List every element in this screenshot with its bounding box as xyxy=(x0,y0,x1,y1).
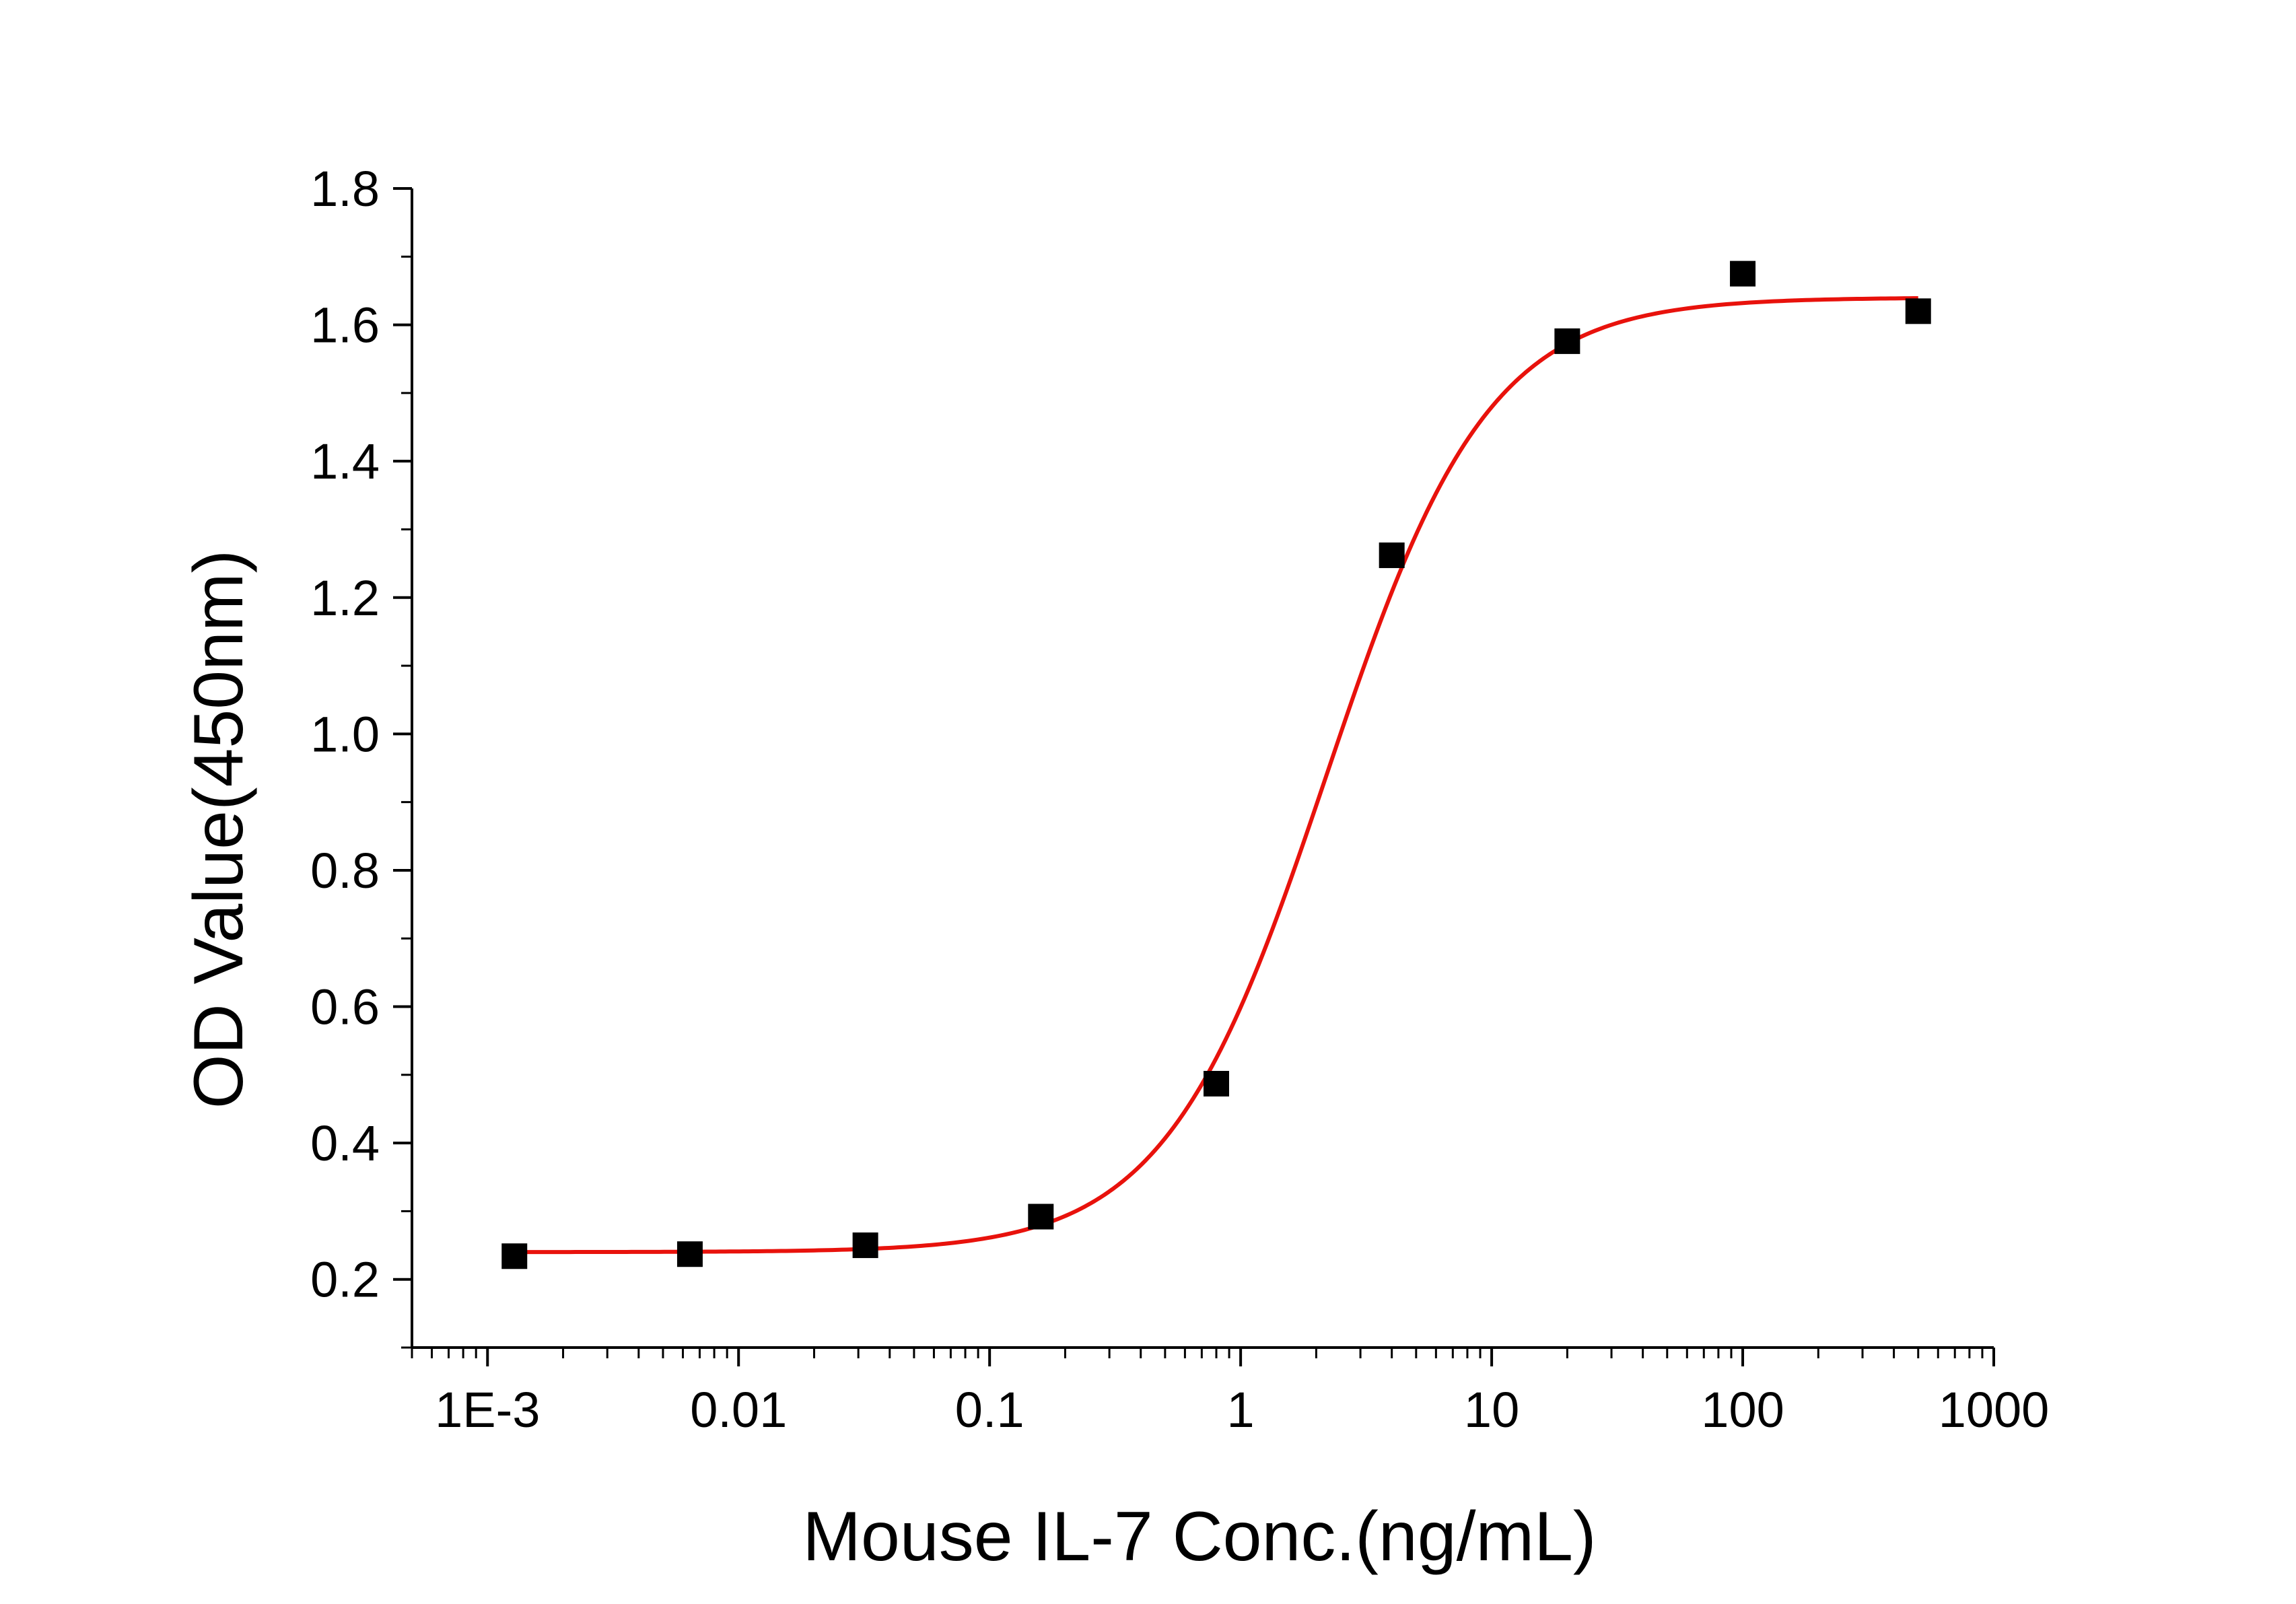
x-tick-label: 0.01 xyxy=(690,1382,787,1438)
y-tick-label: 0.6 xyxy=(310,979,380,1035)
y-tick-label: 1.6 xyxy=(310,298,380,353)
x-tick-label: 100 xyxy=(1701,1382,1784,1438)
y-tick-label: 1.4 xyxy=(310,433,380,489)
y-axis-title: OD Value(450nm) xyxy=(180,550,258,1109)
data-points xyxy=(501,260,1931,1269)
fit-curve xyxy=(514,296,1918,1255)
data-point xyxy=(852,1232,878,1259)
x-axis-ticks: 1E-3 0.01 0.1 1 10 100 1000 xyxy=(411,1348,2050,1438)
data-point xyxy=(1028,1204,1054,1230)
fit-curve-group xyxy=(514,296,1918,1255)
x-tick-label: 1000 xyxy=(1939,1382,2050,1438)
data-point xyxy=(1905,298,1931,324)
y-tick-label: 1.8 xyxy=(310,161,380,217)
x-axis-title: Mouse IL-7 Conc.(ng/mL) xyxy=(802,1498,1596,1576)
x-tick-label: 0.1 xyxy=(955,1382,1024,1438)
y-tick-label: 1.0 xyxy=(310,706,380,762)
y-tick-label: 0.8 xyxy=(310,843,380,899)
data-point xyxy=(1554,328,1580,354)
x-tick-label: 1 xyxy=(1227,1382,1255,1438)
x-tick-label: 10 xyxy=(1464,1382,1519,1438)
y-axis-ticks: 0.2 0.4 0.6 0.8 1.0 1.2 1.4 1.6 1.8 xyxy=(310,161,412,1349)
data-point xyxy=(1379,542,1405,568)
data-point xyxy=(1730,260,1756,287)
axes xyxy=(411,188,1994,1349)
y-tick-label: 0.4 xyxy=(310,1115,380,1171)
y-tick-label: 0.2 xyxy=(310,1252,380,1308)
data-point xyxy=(676,1241,703,1267)
y-tick-label: 1.2 xyxy=(310,570,380,626)
x-tick-label: 1E-3 xyxy=(435,1382,540,1438)
data-point xyxy=(1203,1070,1229,1096)
data-point xyxy=(501,1243,528,1269)
